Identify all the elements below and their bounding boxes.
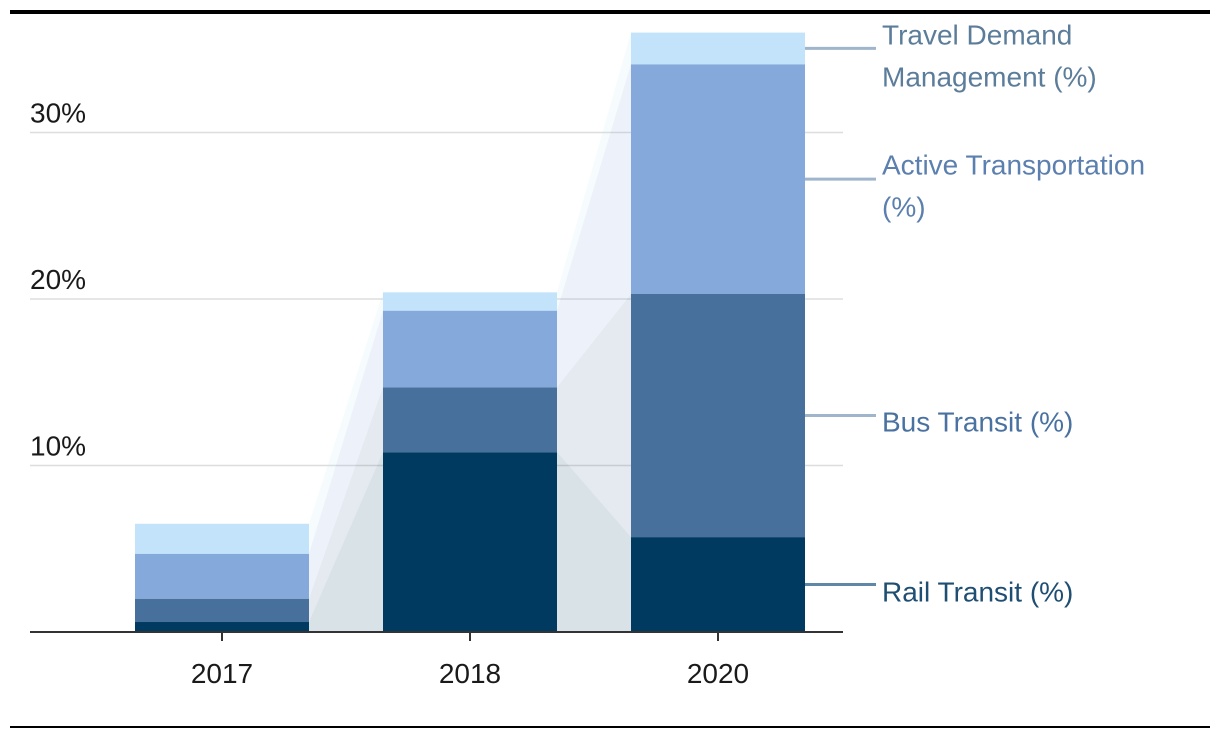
y-tick-label: 30% [30,98,86,129]
series-label: Bus Transit (%) [882,406,1073,437]
bar-segment [631,32,805,65]
series-label: Travel Demand [882,19,1072,50]
connector-ribbon [309,387,383,623]
connector-ribbon [557,32,631,311]
bar-segment [383,292,557,311]
bar-segment [135,598,309,623]
stack-connectors [309,32,631,632]
x-tick-label: 2017 [191,658,253,689]
series-labels: Rail Transit (%) Bus Transit (%) Active Tr… [805,19,1145,607]
connector-ribbon [309,292,383,554]
bar-segment [383,310,557,388]
series-label: Active Transportation [882,149,1145,180]
bar-segment [631,294,805,538]
y-tick-label: 10% [30,431,86,462]
bar-segment [135,523,309,554]
connector-ribbon [309,452,383,632]
series-label: Rail Transit (%) [882,576,1073,607]
y-tick-label: 20% [30,264,86,295]
connector-ribbon [557,452,631,632]
x-tick-label: 2020 [687,658,749,689]
x-tick-labels: 2017 2018 2020 [191,632,749,689]
bar-segment [135,622,309,632]
connector-ribbon [557,294,631,538]
bar-segment [631,64,805,295]
connector-ribbon [557,64,631,388]
bars [135,32,805,632]
y-tick-labels: 10% 20% 30% [30,98,86,462]
bar-segment [135,553,309,599]
connector-ribbon [309,310,383,599]
bar-segment [631,537,805,632]
bar-segment [383,387,557,453]
x-tick-label: 2018 [439,658,501,689]
series-label: Management (%) [882,61,1097,92]
series-label: (%) [882,191,926,222]
bar-segment [383,452,557,632]
